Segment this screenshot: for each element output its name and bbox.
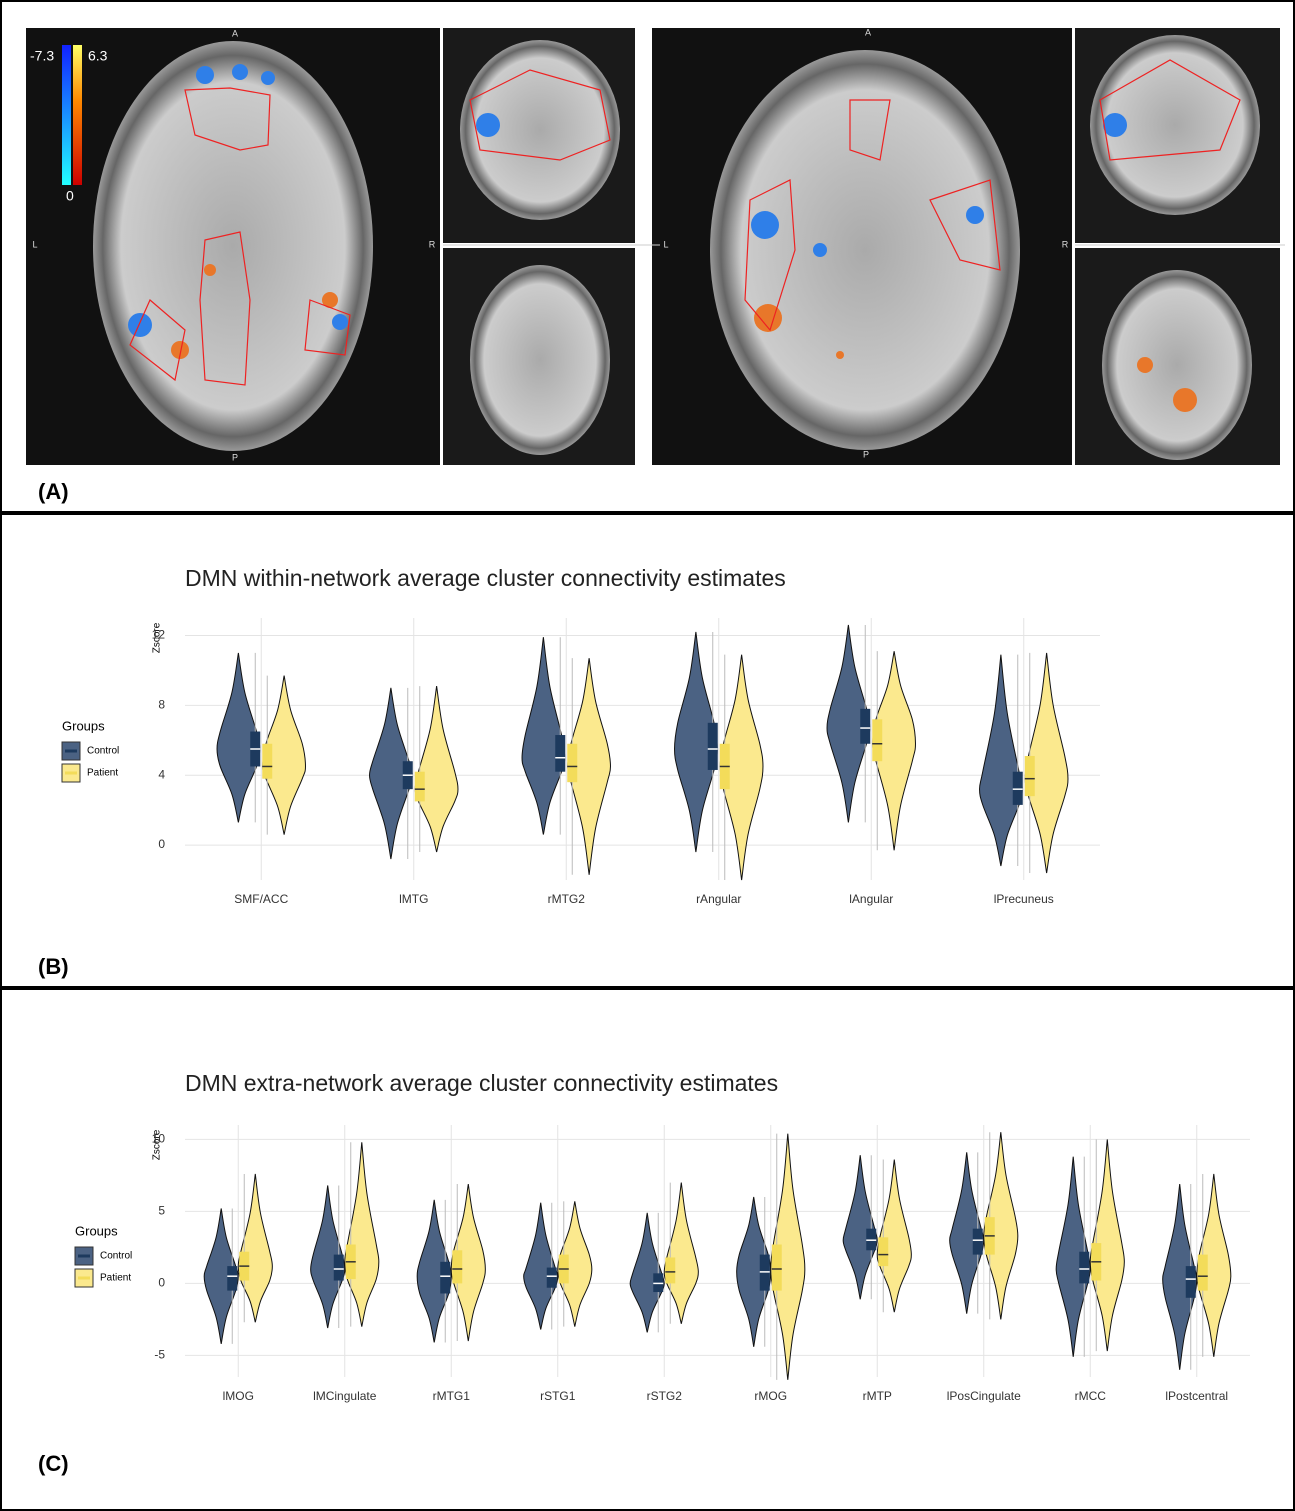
y-tick-label: 10 [152, 1132, 166, 1146]
y-tick-label: -5 [154, 1348, 165, 1362]
box [1025, 756, 1035, 796]
x-tick-label: rAngular [696, 892, 741, 906]
box [555, 735, 565, 772]
x-tick-label: lPosCingulate [947, 1389, 1021, 1403]
x-tick-label: lAngular [849, 892, 893, 906]
y-tick-label: 4 [158, 767, 165, 781]
orient-label: R [429, 239, 436, 249]
colorbar-min: -7.3 [30, 48, 54, 64]
box [973, 1229, 983, 1255]
y-tick-label: 0 [158, 1276, 165, 1290]
panel-label: (A) [38, 479, 69, 504]
box [262, 744, 272, 779]
box [547, 1268, 557, 1288]
x-tick-label: rMTG1 [433, 1389, 471, 1403]
figure: -7.3 6.3 0 A L R P A L R P (A) (B) (C) D… [0, 0, 1295, 1511]
box [860, 709, 870, 744]
chart-title: DMN within-network average cluster conne… [185, 565, 786, 591]
legend-label: Patient [87, 768, 118, 779]
x-tick-label: lPostcentral [1165, 1389, 1228, 1403]
box [878, 1237, 888, 1266]
x-tick-label: rMTG2 [548, 892, 586, 906]
box [872, 719, 882, 761]
violin [664, 1183, 698, 1324]
chart-title: DMN extra-network average cluster connec… [185, 1070, 778, 1096]
y-tick-label: 8 [158, 698, 165, 712]
box [708, 723, 718, 770]
legend-label: Control [87, 746, 119, 757]
x-tick-label: lMTG [399, 892, 428, 906]
brain-images [26, 28, 1285, 465]
violin [630, 1213, 664, 1333]
box [334, 1255, 344, 1281]
x-tick-label: lMCingulate [313, 1389, 377, 1403]
box [567, 744, 577, 782]
violin [524, 1203, 558, 1330]
box [1079, 1252, 1089, 1284]
y-tick-label: 5 [158, 1204, 165, 1218]
x-tick-label: rSTG1 [540, 1389, 576, 1403]
box [452, 1250, 462, 1283]
x-tick-label: rSTG2 [647, 1389, 683, 1403]
violin [415, 686, 458, 852]
orient-label: R [1062, 239, 1069, 249]
x-tick-label: rMOG [754, 1389, 787, 1403]
x-tick-label: lPrecuneus [994, 892, 1054, 906]
panel-label: (C) [38, 1451, 69, 1476]
colorbar-max: 6.3 [88, 48, 108, 64]
orient-label: A [865, 27, 871, 37]
colorbar-zero: 0 [66, 188, 74, 204]
box [1013, 772, 1023, 805]
box [227, 1266, 237, 1290]
x-tick-label: SMF/ACC [234, 892, 288, 906]
box [665, 1257, 675, 1283]
x-tick-label: rMTP [863, 1389, 892, 1403]
box [440, 1262, 450, 1294]
box [1186, 1266, 1196, 1298]
x-tick-label: rMCC [1075, 1389, 1107, 1403]
box [415, 772, 425, 802]
legend-title: Groups [75, 1223, 118, 1238]
box [1198, 1255, 1208, 1291]
violin [877, 1160, 911, 1313]
legend-label: Control [100, 1251, 132, 1262]
legend-title: Groups [62, 718, 105, 733]
orient-label: L [32, 239, 37, 249]
page: {"panel_labels": ["(A)", "(B)", "(C)"], … [0, 0, 1295, 1511]
orient-label: L [663, 239, 668, 249]
box [772, 1245, 782, 1291]
y-tick-label: 0 [158, 837, 165, 851]
orient-label: A [232, 28, 238, 38]
violin [980, 655, 1023, 866]
panel-label: (B) [38, 954, 69, 979]
x-tick-label: lMOG [223, 1389, 254, 1403]
orient-label: P [232, 452, 238, 462]
y-tick-label: 12 [152, 628, 166, 642]
violin [345, 1142, 379, 1326]
violin [238, 1174, 272, 1322]
orient-label: P [863, 449, 869, 459]
legend-label: Patient [100, 1273, 131, 1284]
violin [843, 1155, 877, 1299]
